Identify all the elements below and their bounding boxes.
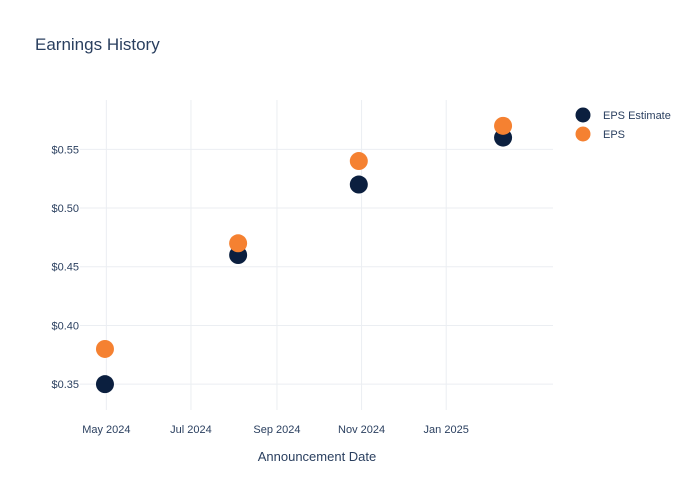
legend-label: EPS Estimate bbox=[603, 110, 671, 122]
legend-item: EPS Estimate bbox=[575, 107, 671, 123]
series-eps-estimate bbox=[95, 128, 513, 394]
chart-title: Earnings History bbox=[35, 35, 160, 54]
data-point bbox=[349, 175, 368, 194]
data-point bbox=[229, 234, 248, 253]
x-tick-label: May 2024 bbox=[82, 424, 130, 436]
y-tick-label: $0.40 bbox=[51, 320, 79, 332]
x-tick-label: Jan 2025 bbox=[424, 424, 469, 436]
legend-label: EPS bbox=[603, 129, 625, 141]
legend: EPS Estimate EPS bbox=[575, 107, 671, 142]
x-tick-label: Sep 2024 bbox=[253, 424, 300, 436]
data-points bbox=[95, 116, 513, 394]
data-point bbox=[95, 339, 114, 358]
legend-marker bbox=[575, 107, 591, 123]
data-point bbox=[494, 116, 513, 135]
x-tick-label: Jul 2024 bbox=[170, 424, 212, 436]
series-eps bbox=[95, 116, 513, 358]
y-tick-label: $0.35 bbox=[51, 379, 79, 391]
y-tick-label: $0.45 bbox=[51, 262, 79, 274]
data-point bbox=[95, 375, 114, 394]
data-point bbox=[349, 152, 368, 171]
y-axis-ticks: $0.35 $0.40 $0.45 $0.50 $0.55 bbox=[51, 144, 79, 391]
x-axis-title: Announcement Date bbox=[258, 449, 377, 464]
y-tick-label: $0.55 bbox=[51, 144, 79, 156]
x-axis-ticks: May 2024 Jul 2024 Sep 2024 Nov 2024 Jan 2025 bbox=[82, 424, 469, 436]
grid bbox=[80, 100, 553, 410]
legend-item: EPS bbox=[575, 126, 625, 142]
x-tick-label: Nov 2024 bbox=[338, 424, 385, 436]
legend-marker bbox=[575, 126, 591, 142]
y-tick-label: $0.50 bbox=[51, 203, 79, 215]
